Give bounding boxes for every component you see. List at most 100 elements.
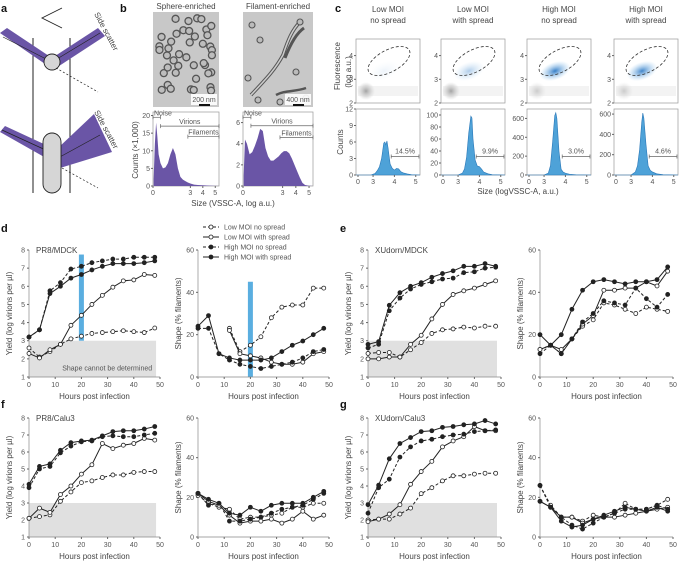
x-tick-label: 3 bbox=[371, 179, 375, 186]
x-tick-label: 0 bbox=[27, 542, 31, 549]
y-tick-label: 2 bbox=[21, 518, 25, 525]
data-point bbox=[537, 351, 543, 357]
chart-g-yield: 1 2 3 4 5 6 7 8 0 10 20 30 40 50 Hours post infection Y… bbox=[344, 414, 505, 561]
data-point bbox=[289, 504, 295, 510]
y-tick-label: 5 bbox=[360, 302, 364, 309]
data-point bbox=[482, 261, 488, 267]
data-point bbox=[601, 512, 607, 518]
density-title: Low MOI bbox=[457, 5, 489, 14]
y-tick-label: 0 bbox=[146, 184, 150, 191]
data-point bbox=[450, 275, 456, 281]
y-tick-label: 0 bbox=[190, 375, 194, 382]
y-tick-label: 7 bbox=[360, 266, 364, 273]
data-point bbox=[68, 266, 74, 272]
data-point bbox=[37, 464, 42, 469]
x-tick-label: 50 bbox=[497, 542, 505, 549]
annotation-filaments: Filaments bbox=[281, 130, 312, 137]
sphere-virion bbox=[43, 53, 61, 71]
y-tick-label: 2 bbox=[236, 162, 240, 169]
legend-marker bbox=[208, 234, 214, 240]
y-tick-label: 400 bbox=[512, 135, 524, 142]
data-point bbox=[131, 261, 137, 267]
data-point bbox=[440, 271, 445, 276]
x-tick-label: 30 bbox=[273, 382, 281, 389]
y-axis-label: Shape (% filaments) bbox=[516, 277, 525, 349]
data-point bbox=[120, 472, 126, 478]
x-tick-label: 40 bbox=[299, 382, 307, 389]
y-tick-label: 600 bbox=[512, 116, 524, 123]
uninfected-cloud bbox=[442, 82, 460, 100]
y-tick-label: 6 bbox=[236, 120, 240, 127]
x-tick-label: 30 bbox=[444, 382, 452, 389]
chart-g-shape: 0 20 40 60 0 10 20 30 40 50 Hours post infection Sh… bbox=[516, 416, 677, 562]
x-tick-label: 10 bbox=[51, 382, 59, 389]
annotation-noise: Noise bbox=[244, 110, 262, 117]
histogram-area bbox=[356, 140, 421, 176]
data-point bbox=[26, 334, 32, 340]
data-point bbox=[590, 279, 596, 285]
data-point bbox=[247, 342, 253, 348]
x-tick-label: 4 bbox=[392, 179, 396, 186]
panel-label-f: f bbox=[1, 399, 5, 411]
data-point bbox=[289, 516, 295, 522]
y-tick-label: 7 bbox=[21, 266, 25, 273]
x-tick-label: 5 bbox=[213, 190, 217, 197]
data-point bbox=[440, 276, 445, 282]
panel-label-c: c bbox=[335, 3, 341, 15]
y-tick-label: 60 bbox=[528, 248, 536, 255]
data-point bbox=[408, 444, 413, 450]
legend-item: Low MOI with spread bbox=[203, 235, 290, 242]
data-point bbox=[601, 277, 607, 283]
sphere-particle bbox=[164, 44, 173, 53]
data-point bbox=[622, 512, 628, 518]
data-point bbox=[440, 424, 445, 430]
data-point bbox=[558, 347, 564, 352]
density-title: no spread bbox=[541, 16, 577, 25]
data-point bbox=[195, 490, 201, 496]
y-tick-label: 200 bbox=[512, 154, 524, 161]
data-point bbox=[386, 350, 392, 355]
series-high-moi-with-spread bbox=[365, 261, 499, 347]
data-point bbox=[99, 263, 105, 269]
data-point bbox=[569, 514, 575, 520]
data-point bbox=[131, 277, 137, 283]
series-high-moi-with-spread bbox=[537, 498, 671, 530]
data-point bbox=[68, 336, 74, 342]
data-point bbox=[365, 519, 371, 525]
density-plot-3: 2 3 4 bbox=[520, 38, 592, 108]
x-tick-label: 0 bbox=[538, 382, 542, 389]
sphere-particle bbox=[248, 21, 256, 29]
data-point bbox=[376, 516, 382, 522]
data-point bbox=[601, 298, 607, 304]
legend-marker bbox=[208, 244, 214, 250]
gate-ellipse bbox=[452, 46, 496, 76]
y-tick-label: 20 bbox=[430, 161, 438, 168]
data-point bbox=[493, 323, 499, 329]
y-axis-label: Yield (log virions per µl) bbox=[344, 435, 353, 519]
density-title: High MOI bbox=[629, 5, 663, 14]
data-point bbox=[58, 498, 63, 504]
laser-beam bbox=[0, 28, 52, 66]
chart-d-yield: Shape cannot be determined 1 2 3 4 5 6 7 8 0 10 20 3… bbox=[5, 246, 164, 401]
data-point bbox=[141, 330, 147, 335]
x-tick-label: 40 bbox=[130, 542, 138, 549]
data-point bbox=[321, 500, 327, 506]
data-point bbox=[408, 347, 413, 353]
y-tick-label: 100 bbox=[426, 113, 438, 120]
uninfected-cloud bbox=[528, 82, 546, 100]
sphere-particle bbox=[163, 63, 172, 72]
data-point bbox=[26, 515, 32, 521]
legend-marker bbox=[208, 254, 214, 260]
x-tick-label: 0 bbox=[241, 190, 245, 197]
x-tick-label: 0 bbox=[196, 382, 200, 389]
sphere-particle bbox=[190, 32, 200, 41]
x-tick-label: 50 bbox=[156, 382, 164, 389]
series-line bbox=[539, 485, 668, 530]
uninfected-cloud bbox=[357, 82, 375, 100]
x-tick-label: 40 bbox=[471, 542, 479, 549]
y-tick-label: 0 bbox=[349, 173, 353, 180]
data-point bbox=[654, 283, 660, 289]
data-point bbox=[89, 331, 95, 336]
sphere-particle bbox=[276, 98, 284, 106]
series-high-moi-with-spread bbox=[26, 258, 158, 340]
